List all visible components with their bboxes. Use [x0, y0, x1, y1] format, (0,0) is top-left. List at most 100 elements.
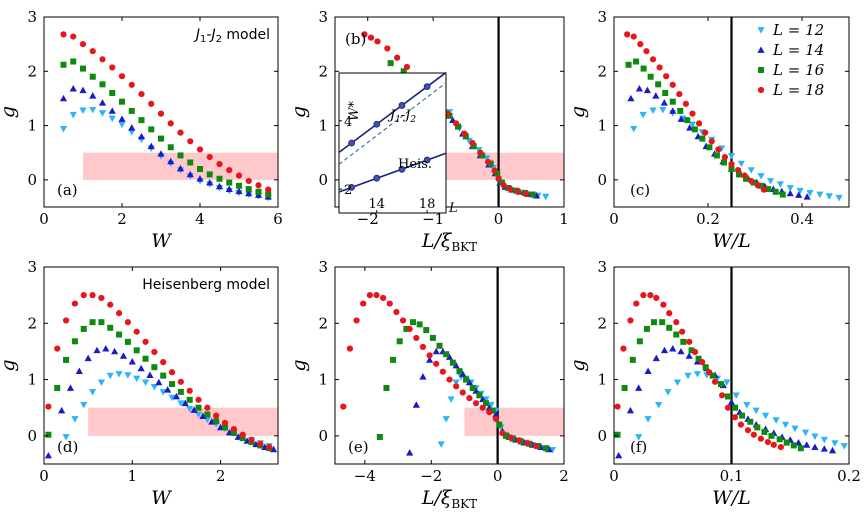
- data-point: [470, 143, 477, 150]
- data-point: [727, 398, 736, 405]
- data-point: [98, 110, 107, 117]
- inset-x-label: L: [448, 201, 458, 216]
- series-L16: [625, 58, 786, 198]
- data-point: [45, 431, 52, 438]
- data-point: [688, 347, 695, 354]
- model-label: Heisenberg model: [142, 277, 270, 293]
- data-point: [477, 149, 484, 156]
- x-tick-label: 1: [128, 467, 138, 485]
- data-point: [664, 389, 672, 396]
- x-tick-label: 0.2: [837, 467, 861, 485]
- data-point: [84, 354, 92, 362]
- data-point: [98, 99, 107, 106]
- data-point: [811, 433, 819, 441]
- data-point: [649, 107, 657, 114]
- x-tick-label: 0: [39, 210, 49, 228]
- data-point: [419, 373, 427, 380]
- data-point: [691, 126, 698, 133]
- y-tick-label: 2: [27, 62, 37, 80]
- data-point: [620, 345, 627, 352]
- data-point: [776, 181, 784, 188]
- x-tick-label: 2: [216, 467, 226, 485]
- data-point: [472, 387, 480, 394]
- data-point: [659, 106, 667, 114]
- data-point: [825, 193, 833, 200]
- data-point: [412, 401, 420, 408]
- y-tick-label: 3: [318, 258, 328, 276]
- inset-x-tick-label: 14: [368, 197, 385, 212]
- data-point: [676, 90, 683, 98]
- data-point: [216, 175, 223, 182]
- data-point: [637, 41, 644, 48]
- data-point: [659, 319, 666, 326]
- data-point: [748, 177, 755, 185]
- y-tick-label: 1: [318, 117, 328, 135]
- data-point: [439, 368, 446, 375]
- x-tick-label: 1: [559, 210, 569, 228]
- data-point: [44, 451, 53, 459]
- data-point: [196, 175, 204, 182]
- data-point: [406, 449, 414, 456]
- legend-marker: [758, 67, 764, 73]
- data-point: [137, 364, 145, 372]
- data-point: [625, 61, 632, 68]
- data-point: [754, 182, 761, 189]
- data-point: [186, 396, 193, 403]
- data-point: [515, 188, 522, 195]
- data-point: [640, 292, 647, 299]
- data-point: [487, 402, 495, 409]
- data-point: [677, 107, 684, 114]
- data-point: [442, 416, 450, 423]
- data-point: [265, 191, 272, 198]
- data-point: [62, 317, 70, 324]
- data-point: [177, 388, 184, 395]
- x-axis-label: W/L: [712, 230, 751, 252]
- data-point: [673, 319, 680, 326]
- data-point: [176, 164, 185, 172]
- data-point: [650, 319, 657, 326]
- data-point: [160, 372, 167, 379]
- data-point: [699, 359, 706, 366]
- data-point: [816, 191, 824, 199]
- data-point: [699, 135, 706, 142]
- data-point: [426, 352, 433, 359]
- data-point: [459, 389, 466, 396]
- data-point: [752, 407, 760, 415]
- data-point: [702, 129, 709, 136]
- series-L12: [635, 371, 848, 450]
- data-point: [495, 175, 502, 182]
- data-point: [643, 48, 650, 55]
- data-point: [717, 381, 724, 388]
- data-point: [216, 161, 223, 168]
- data-point: [164, 386, 172, 393]
- data-point: [155, 378, 163, 386]
- data-point: [186, 405, 194, 413]
- data-point: [708, 138, 715, 145]
- data-point: [456, 368, 463, 375]
- data-point: [695, 120, 703, 127]
- inset-point: [348, 183, 355, 191]
- data-point: [702, 364, 709, 371]
- data-point: [393, 308, 400, 316]
- data-point: [532, 442, 539, 450]
- data-point: [761, 412, 770, 420]
- data-point: [181, 399, 189, 407]
- data-point: [187, 159, 194, 166]
- data-point: [71, 338, 78, 345]
- data-point: [124, 338, 131, 345]
- data-point: [69, 111, 77, 119]
- data-point: [141, 379, 150, 386]
- data-point: [119, 98, 125, 105]
- data-point: [630, 33, 637, 40]
- data-point: [60, 61, 67, 68]
- data-point: [644, 367, 652, 375]
- x-tick-label: 0.1: [720, 467, 744, 485]
- data-point: [70, 58, 77, 65]
- inset: 14 18 2 4 L W* J1-J2 Heis.: [338, 71, 458, 216]
- data-point: [453, 383, 460, 390]
- data-point: [452, 379, 460, 386]
- data-point: [652, 92, 660, 99]
- data-point: [167, 144, 174, 151]
- data-point: [688, 121, 697, 129]
- data-point: [255, 182, 262, 189]
